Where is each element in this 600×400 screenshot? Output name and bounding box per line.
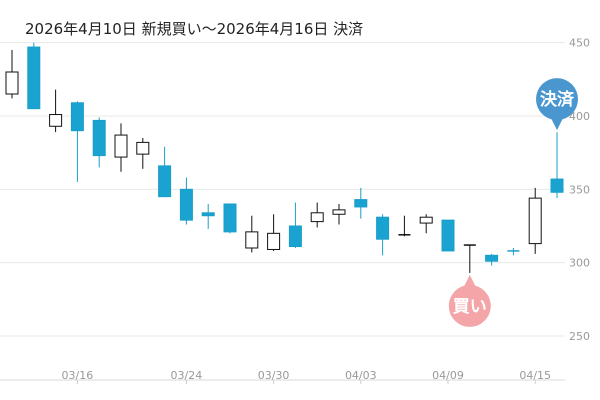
candle: [158, 146, 172, 198]
candle-body: [5, 71, 19, 95]
y-tick-label: 350: [569, 183, 590, 196]
candle: [441, 219, 455, 252]
candles: [5, 42, 564, 273]
candle-body: [136, 141, 150, 155]
grid-layer: [0, 42, 565, 381]
candle-body: [245, 231, 259, 249]
candle: [419, 214, 433, 234]
candle-body: [376, 216, 390, 240]
candle-body: [201, 212, 215, 217]
candle-body: [223, 203, 237, 233]
marker-label: 決済: [540, 89, 575, 110]
candle: [114, 123, 128, 172]
candle-body: [441, 219, 455, 252]
trade-markers: 買い 決済: [448, 78, 578, 327]
x-tick-label: 04/03: [345, 369, 377, 382]
chart-title: 2026年4月10日 新規買い～2026年4月16日 決済: [25, 20, 364, 38]
candle-body: [158, 165, 172, 198]
y-tick-label: 450: [569, 37, 590, 50]
candle: [49, 89, 63, 133]
candle: [398, 215, 411, 237]
marker-balloon: [536, 78, 578, 121]
candle: [5, 50, 19, 99]
candle: [310, 202, 324, 228]
candle-body: [49, 114, 63, 127]
x-tick-labels: 03/16 03/24 03/30 04/03 04/09 04/15: [62, 369, 551, 384]
candle-body: [92, 119, 106, 157]
candle: [528, 187, 542, 254]
candle: [267, 214, 281, 251]
candle: [550, 132, 564, 199]
candle-body: [550, 178, 564, 193]
candle-body: [27, 46, 41, 110]
y-tick-labels: 250 300 350 400 450: [569, 37, 590, 343]
candle: [92, 117, 106, 168]
candle-body: [485, 254, 499, 262]
y-tick-label: 250: [569, 330, 590, 343]
candle: [223, 203, 237, 234]
y-tick-label: 300: [569, 257, 590, 270]
candle: [376, 214, 390, 256]
candle: [245, 215, 259, 253]
buy-marker: 買い: [448, 274, 491, 327]
marker-label: 買い: [453, 297, 487, 317]
candle: [70, 101, 84, 182]
x-tick-label: 03/24: [171, 369, 203, 382]
candle: [507, 248, 520, 256]
candle: [136, 138, 150, 169]
candle: [288, 202, 302, 248]
candle-body: [179, 188, 193, 221]
x-tick-label: 04/15: [519, 369, 551, 382]
marker-balloon: [448, 284, 491, 327]
candle-body: [70, 102, 84, 132]
candle: [27, 42, 41, 110]
candle-body: [332, 209, 346, 215]
candle: [463, 244, 476, 273]
candle-body: [419, 216, 433, 224]
candle-body: [354, 199, 368, 208]
candle: [485, 253, 499, 266]
candle-body: [267, 232, 281, 250]
candle-body: [528, 197, 542, 245]
candle-body: [288, 225, 302, 248]
settle-marker: 決済: [536, 78, 578, 131]
y-tick-label: 400: [569, 110, 590, 123]
candle-body: [310, 212, 324, 223]
candle: [354, 187, 368, 219]
candle-body: [114, 134, 128, 158]
x-tick-label: 03/16: [62, 369, 94, 382]
candle: [332, 204, 346, 225]
x-tick-label: 03/30: [258, 369, 290, 382]
x-tick-label: 04/09: [432, 369, 464, 382]
candle: [201, 204, 215, 229]
candle: [179, 177, 193, 225]
